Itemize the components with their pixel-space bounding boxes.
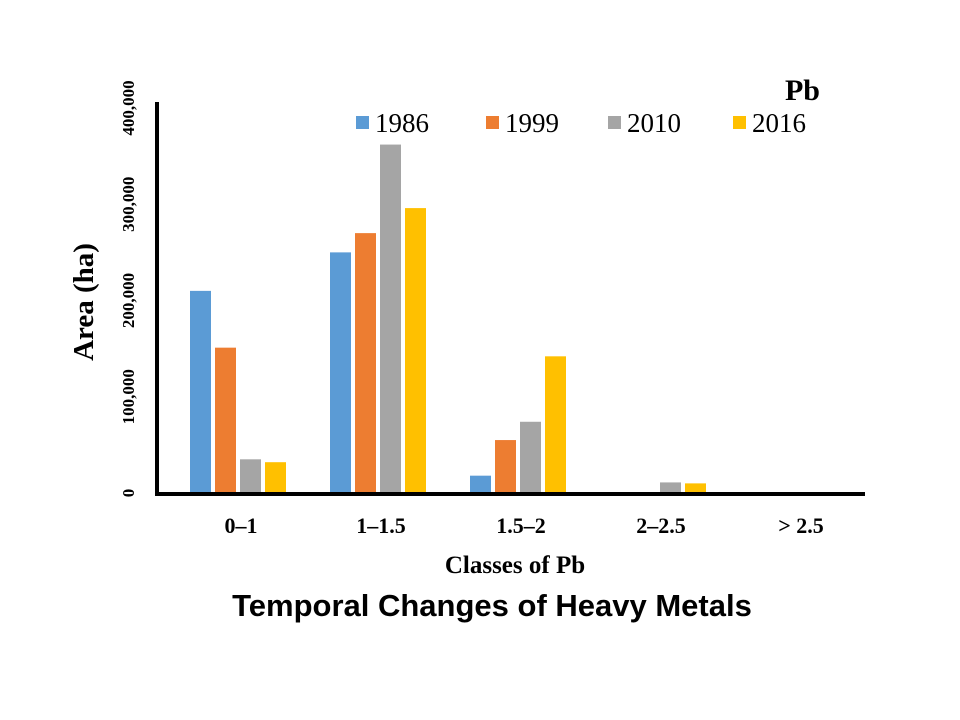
legend-label-2010: 2010 [627,108,681,138]
x-axis-tick-labels: 0–1 1–1.5 1.5–2 2–2.5 > 2.5 [225,513,824,538]
x-tick-label: 1–1.5 [356,513,406,538]
bar-2010-0 [240,459,261,493]
legend-label-1999: 1999 [505,108,559,138]
bar-2016-1 [405,208,426,493]
legend-label-1986: 1986 [375,108,429,138]
y-tick-label: 300,000 [119,177,138,232]
bar-1999-0 [215,347,236,493]
x-tick-label: 2–2.5 [636,513,686,538]
bars [190,144,706,493]
bar-2010-2 [520,421,541,493]
y-tick-label: 100,000 [119,369,138,424]
figure-caption: Temporal Changes of Heavy Metals [232,588,752,623]
bar-2010-3 [660,482,681,493]
legend-swatch-1999 [486,116,499,129]
y-axis-label: Area (ha) [68,243,100,361]
legend: 1986 1999 2010 2016 [356,108,806,138]
bar-2010-1 [380,144,401,493]
legend-swatch-2016 [733,116,746,129]
x-axis-label: Classes of Pb [445,552,585,579]
bar-1986-2 [470,475,491,493]
bar-1999-2 [495,440,516,493]
x-tick-label: 1.5–2 [496,513,546,538]
y-tick-label: 400,000 [119,80,138,135]
y-tick-label: 200,000 [119,273,138,328]
chart-title: Pb [785,74,820,107]
x-tick-label: 0–1 [225,513,258,538]
bar-1986-0 [190,290,211,493]
legend-label-2016: 2016 [752,108,806,138]
y-axis-ticks: 0 100,000 200,000 300,000 400,000 [119,80,138,497]
legend-swatch-1986 [356,116,369,129]
bar-2016-0 [265,462,286,493]
bar-1986-1 [330,252,351,493]
bar-1999-1 [355,233,376,493]
y-tick-label: 0 [119,489,138,498]
legend-swatch-2010 [608,116,621,129]
bar-2016-2 [545,356,566,493]
bar-2016-3 [685,483,706,493]
x-tick-label: > 2.5 [778,513,824,538]
